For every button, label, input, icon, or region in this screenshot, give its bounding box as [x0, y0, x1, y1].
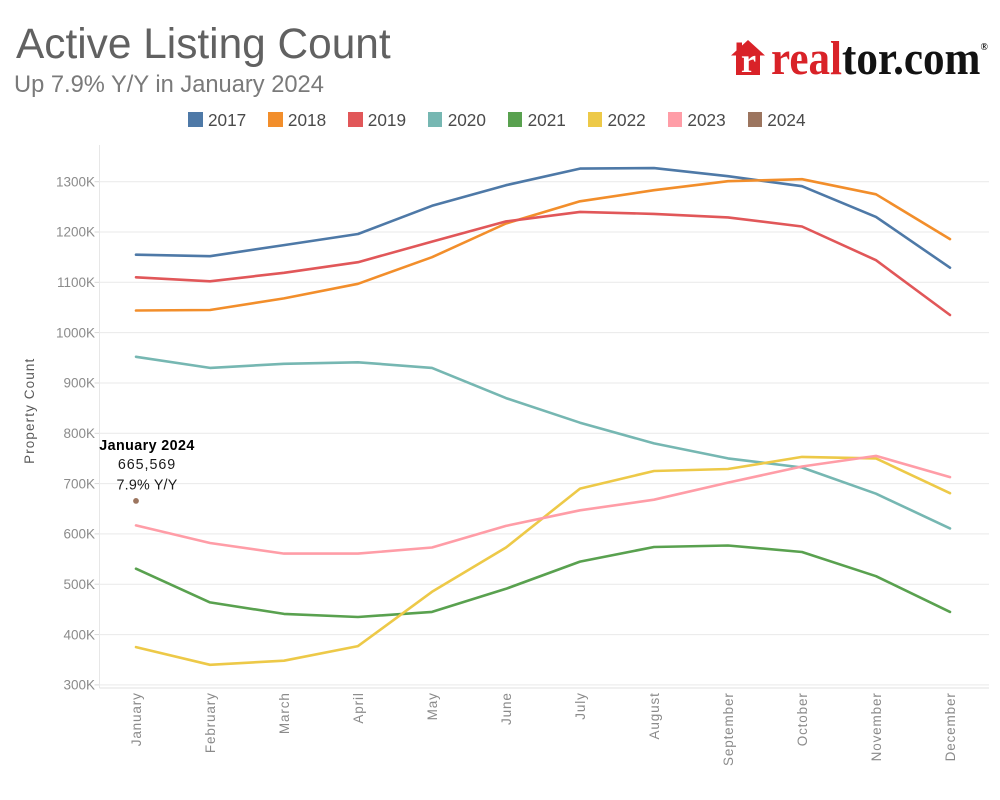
svg-text:1100K: 1100K — [57, 275, 95, 290]
svg-text:April: April — [351, 692, 366, 723]
svg-text:r: r — [741, 43, 756, 80]
svg-text:October: October — [795, 692, 810, 746]
svg-text:1200K: 1200K — [56, 225, 95, 240]
svg-text:January: January — [129, 692, 144, 746]
svg-text:August: August — [647, 692, 662, 739]
svg-text:May: May — [425, 692, 440, 720]
svg-text:June: June — [499, 692, 514, 725]
svg-text:January 2024: January 2024 — [99, 438, 194, 454]
svg-text:400K: 400K — [63, 627, 95, 642]
svg-text:800K: 800K — [63, 426, 95, 441]
svg-text:600K: 600K — [63, 527, 95, 542]
svg-text:665,569: 665,569 — [118, 457, 176, 473]
svg-text:7.9% Y/Y: 7.9% Y/Y — [117, 478, 178, 494]
svg-text:December: December — [943, 692, 958, 761]
svg-text:November: November — [869, 692, 884, 761]
svg-text:1000K: 1000K — [56, 325, 95, 340]
svg-text:500K: 500K — [63, 577, 95, 592]
svg-text:300K: 300K — [63, 678, 95, 693]
svg-text:Property Count: Property Count — [22, 358, 37, 464]
svg-text:February: February — [203, 692, 218, 753]
svg-text:900K: 900K — [63, 376, 95, 391]
svg-text:March: March — [277, 692, 292, 734]
svg-text:July: July — [573, 692, 588, 719]
svg-text:700K: 700K — [63, 476, 95, 491]
svg-text:1300K: 1300K — [56, 174, 95, 189]
svg-text:September: September — [721, 692, 736, 766]
